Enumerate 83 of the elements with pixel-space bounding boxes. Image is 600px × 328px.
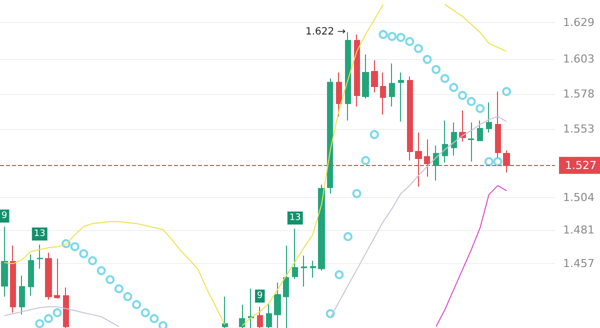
candlestick bbox=[442, 120, 448, 164]
point bbox=[123, 292, 132, 302]
point bbox=[132, 300, 142, 310]
y-tick-label: 1.457 bbox=[563, 257, 594, 270]
candlestick bbox=[28, 254, 34, 296]
candlestick bbox=[398, 72, 404, 122]
point bbox=[476, 104, 485, 113]
candlestick bbox=[248, 288, 254, 328]
candlestick bbox=[239, 304, 245, 328]
candlestick bbox=[222, 296, 228, 328]
point bbox=[361, 156, 370, 165]
candlestick bbox=[19, 275, 25, 316]
candlestick bbox=[54, 258, 60, 300]
candlestick bbox=[407, 76, 413, 161]
point bbox=[334, 270, 344, 280]
point bbox=[352, 189, 362, 198]
point bbox=[114, 284, 124, 294]
point bbox=[96, 266, 106, 276]
annotation: 9 bbox=[2, 211, 8, 222]
candlestick bbox=[301, 255, 307, 288]
annotation: 9 bbox=[257, 291, 264, 302]
point bbox=[422, 54, 432, 64]
candlestick bbox=[468, 122, 474, 162]
point bbox=[158, 321, 168, 328]
point bbox=[440, 74, 450, 83]
point bbox=[150, 314, 159, 324]
point bbox=[343, 232, 352, 242]
annotation: 13 bbox=[289, 213, 301, 224]
candlestick bbox=[274, 282, 281, 328]
point bbox=[378, 30, 388, 39]
candlestick bbox=[433, 144, 439, 182]
point bbox=[449, 82, 458, 92]
point bbox=[388, 32, 397, 41]
point bbox=[414, 44, 423, 53]
point bbox=[405, 36, 414, 46]
point bbox=[484, 157, 494, 166]
point bbox=[52, 308, 62, 318]
candlestick bbox=[389, 62, 395, 108]
point bbox=[502, 87, 512, 96]
point bbox=[44, 314, 53, 324]
y-tick-label: 1.629 bbox=[563, 16, 594, 29]
candlestick bbox=[380, 72, 386, 116]
point bbox=[466, 96, 476, 106]
point bbox=[432, 65, 441, 74]
candlestick bbox=[354, 34, 360, 108]
candlestick bbox=[37, 244, 43, 270]
point bbox=[35, 319, 44, 328]
point bbox=[370, 130, 379, 140]
y-tick-label: 1.504 bbox=[563, 191, 594, 204]
candlestick bbox=[362, 54, 369, 100]
candlestick bbox=[310, 260, 316, 278]
point bbox=[70, 242, 80, 252]
candlestick bbox=[327, 78, 333, 194]
point bbox=[493, 157, 502, 166]
annotation: 13 bbox=[34, 229, 46, 240]
y-tick-label: 1.578 bbox=[563, 87, 594, 100]
candlestick bbox=[318, 184, 325, 272]
candlestick bbox=[266, 303, 272, 328]
ref-line-label: 1.527 bbox=[565, 158, 596, 172]
candlestick bbox=[477, 120, 483, 142]
candlestick bbox=[336, 72, 342, 117]
candlestick bbox=[10, 245, 16, 314]
candlestick bbox=[345, 32, 351, 122]
point bbox=[79, 249, 88, 258]
candlestick bbox=[371, 60, 378, 94]
point bbox=[458, 90, 467, 100]
y-tick-label: 1.603 bbox=[563, 52, 594, 66]
candlestick bbox=[283, 245, 289, 328]
y-tick-label: 1.553 bbox=[563, 122, 594, 136]
candlestick bbox=[451, 122, 457, 156]
point bbox=[88, 256, 97, 266]
point bbox=[106, 275, 115, 284]
point bbox=[396, 32, 406, 42]
line-series bbox=[436, 185, 508, 328]
candlestick bbox=[1, 226, 8, 298]
candlestick bbox=[257, 306, 263, 328]
candlestick bbox=[63, 287, 69, 328]
annotation: 1.622 → bbox=[305, 26, 346, 38]
point bbox=[140, 308, 150, 318]
y-tick-label: 1.481 bbox=[563, 223, 594, 236]
candlestick bbox=[45, 252, 52, 300]
candlestick bbox=[292, 228, 298, 280]
candlestick bbox=[486, 102, 492, 133]
